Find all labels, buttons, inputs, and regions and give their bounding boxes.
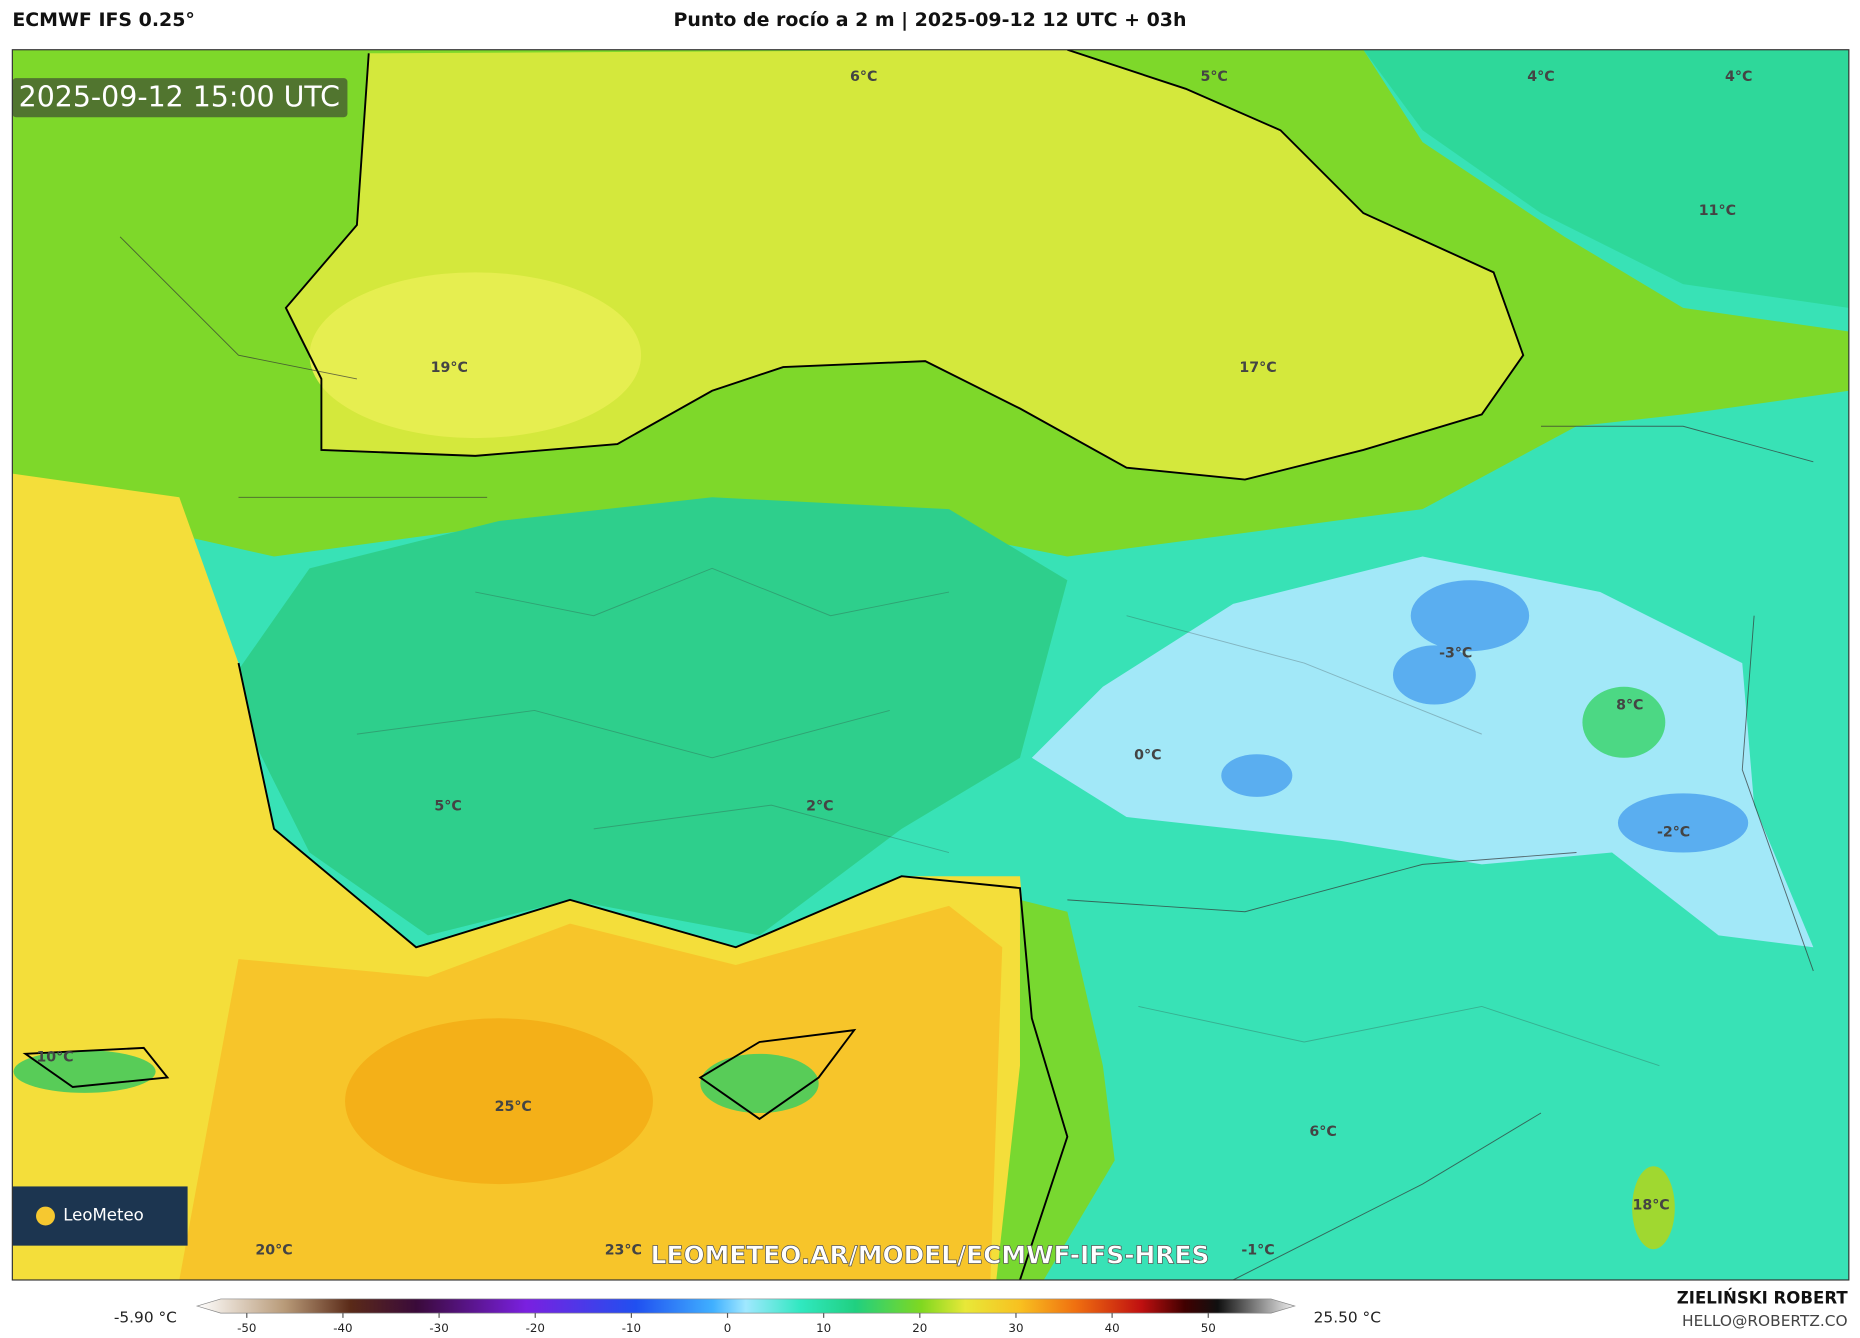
- temp-label: 5°C: [434, 798, 461, 814]
- coastline: [284, 49, 1525, 481]
- temp-label: 20°C: [255, 1242, 292, 1258]
- colorbar: -5.90 °C 25.50 °C -50 -40 -30 -20 -10 0 10 20 30…: [114, 1298, 1381, 1335]
- colorbar-tick-label: 0: [724, 1321, 732, 1335]
- colorbar-tick-label: -40: [333, 1321, 352, 1335]
- colorbar-tick-label: -30: [429, 1321, 448, 1335]
- temp-label: 10°C: [36, 1049, 73, 1065]
- field-blue: [1617, 793, 1749, 853]
- temp-label: 6°C: [1309, 1124, 1336, 1140]
- coastline: [698, 1028, 857, 1121]
- colorbar-tick-label: 40: [1105, 1321, 1120, 1335]
- temp-label: 23°C: [605, 1242, 642, 1258]
- field-blue: [1410, 580, 1530, 652]
- field-levant: [996, 899, 1115, 1280]
- field-teal-ne: [1363, 49, 1849, 308]
- field-patch: [1582, 686, 1666, 758]
- colorbar-tick-label: 20: [912, 1321, 927, 1335]
- field-lightblue: [1031, 556, 1814, 948]
- colorbar-tick-label: -20: [526, 1321, 545, 1335]
- logo-text: LeoMeteo: [63, 1206, 144, 1225]
- map-area: 6°C 5°C 4°C 4°C 11°C 19°C 17°C -3°C 8°C …: [12, 49, 1849, 1280]
- border: [119, 236, 1814, 1280]
- field-anatolia: [226, 497, 1068, 936]
- logo-sun: [36, 1206, 55, 1226]
- model-name: ECMWF IFS 0.25°: [12, 9, 195, 31]
- field-blue: [1392, 645, 1476, 705]
- temp-label: 18°C: [1632, 1197, 1669, 1213]
- temp-label: 2°C: [806, 798, 833, 814]
- temp-label: 6°C: [850, 69, 877, 85]
- cyprus-field: [700, 1053, 819, 1114]
- temp-label: 4°C: [1725, 69, 1752, 85]
- colorbar-scale: [195, 1298, 1296, 1314]
- author: ZIELIŃSKI ROBERT: [1677, 1288, 1849, 1307]
- temp-label: 17°C: [1239, 360, 1276, 376]
- coastline: [22, 1046, 170, 1088]
- coastline: [237, 662, 1069, 1280]
- timestamp-box: [12, 78, 348, 118]
- temp-label: 8°C: [1616, 698, 1643, 714]
- temp-label: 0°C: [1134, 747, 1161, 763]
- colorbar-tick-label: 30: [1008, 1321, 1023, 1335]
- temp-label: -2°C: [1657, 824, 1690, 840]
- temp-label: 11°C: [1699, 203, 1736, 219]
- map-title: Punto de rocío a 2 m | 2025-09-12 12 UTC…: [674, 9, 1187, 31]
- field-blue: [1221, 754, 1293, 797]
- email: HELLO@ROBERTZ.CO: [1682, 1312, 1848, 1330]
- map-frame: [11, 49, 1850, 1281]
- colorbar-tick-label: 50: [1201, 1321, 1216, 1335]
- timestamp: 2025-09-12 15:00 UTC: [19, 80, 340, 113]
- colorbar-min: -5.90 °C: [114, 1308, 177, 1326]
- temp-label: -1°C: [1241, 1242, 1274, 1258]
- colorbar-tick-label: -10: [622, 1321, 641, 1335]
- temp-label: 5°C: [1200, 69, 1227, 85]
- field-patch: [1632, 1166, 1675, 1250]
- field-orange-dark: [345, 1018, 653, 1185]
- temp-label: 19°C: [431, 360, 468, 376]
- temp-label: 4°C: [1527, 69, 1554, 85]
- colorbar-tick-label: -50: [237, 1321, 256, 1335]
- province-border: [356, 567, 1660, 1067]
- temp-label: -3°C: [1439, 646, 1472, 662]
- colorbar-max: 25.50 °C: [1314, 1308, 1381, 1326]
- field-patch: [309, 272, 642, 439]
- watermark: LEOMETEO.AR/MODEL/ECMWF-IFS-HRES: [651, 1240, 1210, 1269]
- temp-label: 25°C: [495, 1099, 532, 1115]
- colorbar-tick-label: 10: [816, 1321, 831, 1335]
